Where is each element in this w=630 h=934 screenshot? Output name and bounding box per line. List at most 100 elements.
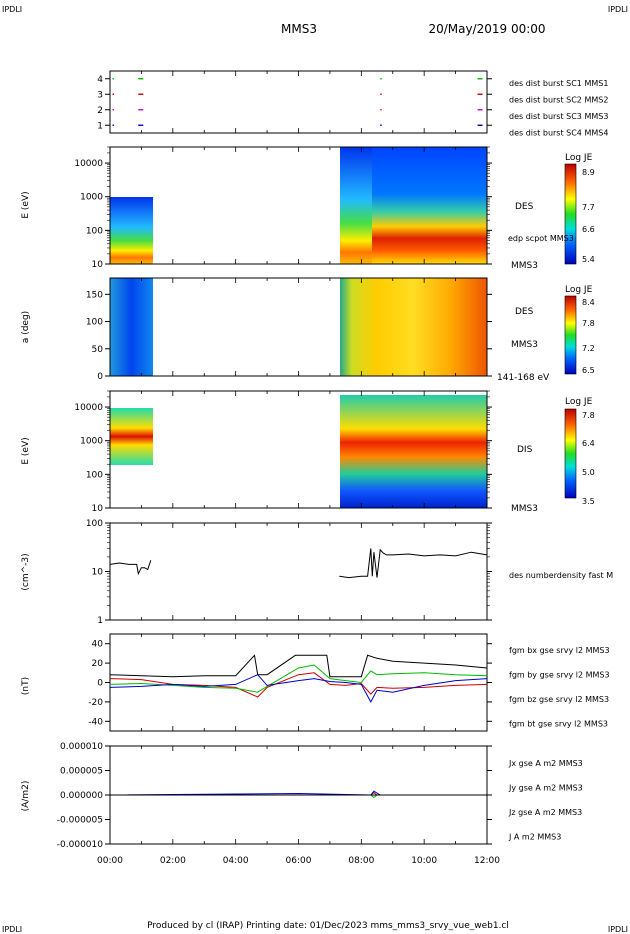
dis-energy-spectrogram — [110, 395, 487, 508]
y-tick-label: 2 — [97, 106, 103, 116]
colorbar-tick: 5.0 — [582, 468, 595, 477]
burst-marker — [477, 93, 483, 95]
series-line — [109, 674, 488, 703]
y-axis-label: E (eV) — [21, 191, 31, 218]
y-tick-label: 20 — [92, 659, 104, 669]
burst-marker — [380, 109, 382, 111]
x-tick-label: 06:00 — [286, 856, 312, 866]
colorbar-title: Log JE — [565, 285, 593, 295]
legend-entry: des dist burst SC4 MMS4 — [509, 129, 608, 138]
y-tick-label: 10000 — [74, 403, 103, 413]
side-label: 141-168 eV — [497, 373, 550, 383]
des-energy-spectrogram — [110, 147, 487, 264]
des-pitch-spectrogram — [110, 278, 487, 376]
corner-label-top-right: IPDLI — [608, 5, 628, 14]
y-tick-label: 1000 — [80, 193, 103, 203]
x-tick-label: 08:00 — [348, 856, 374, 866]
colorbar-tick: 8.4 — [582, 298, 595, 307]
burst-marker — [380, 78, 382, 80]
y-tick-label: 4 — [97, 75, 103, 85]
y-tick-label: 10 — [92, 260, 104, 270]
series-line — [339, 548, 488, 579]
colorbar-dis-energy: Log JE 7.8 6.4 5.0 3.5 — [564, 397, 595, 506]
y-tick-label: 0.000000 — [60, 791, 103, 801]
legend-entry: Jz gse A m2 MMS3 — [508, 808, 582, 817]
colorbar-title: Log JE — [565, 153, 593, 163]
series-line — [109, 560, 152, 576]
x-tick-label: 12:00 — [474, 856, 500, 866]
des-energy-block-2 — [340, 147, 372, 264]
series-line — [109, 790, 487, 796]
side-label: DES — [515, 307, 534, 317]
legend-entry: Jx gse A m2 MMS3 — [508, 759, 583, 768]
panel-frame — [109, 70, 488, 134]
series-line — [109, 664, 488, 693]
colorbar-des-energy: Log JE 8.9 7.7 6.6 5.4 — [564, 153, 595, 265]
burst-marker — [138, 78, 144, 80]
x-tick-label: 02:00 — [160, 856, 186, 866]
legend-entry: J A m2 MMS3 — [508, 833, 561, 842]
side-label: MMS3 — [511, 340, 538, 350]
y-tick-label: 1 — [97, 121, 103, 131]
des-pitch-block-2 — [340, 278, 487, 376]
y-axis-label: (cm^-3) — [21, 553, 31, 590]
legend-entry: fgm by gse srvy l2 MMS3 — [509, 671, 610, 680]
legend-entry: fgm bx gse srvy l2 MMS3 — [509, 646, 610, 655]
y-tick-label: 50 — [92, 345, 104, 355]
burst-marker — [380, 93, 382, 95]
colorbar-title: Log JE — [565, 397, 593, 407]
colorbar-tick: 8.9 — [582, 168, 595, 177]
legend-entry: Jy gse A m2 MMS3 — [508, 784, 583, 793]
y-tick-label: 100 — [86, 470, 103, 480]
colorbar-tick: 7.8 — [582, 411, 595, 420]
colorbar-tick: 5.4 — [582, 255, 595, 264]
burst-marker — [477, 78, 483, 80]
des-pitch-block-1 — [110, 278, 153, 376]
y-tick-label: -0.000010 — [57, 840, 103, 850]
panel-frame — [109, 633, 488, 732]
figure-date: 20/May/2019 00:00 — [428, 22, 545, 36]
des-energy-block-3 — [372, 147, 487, 264]
legend-entry: des numberdensity fast M — [509, 571, 613, 580]
series-line — [109, 654, 488, 678]
y-tick-label: 1000 — [80, 437, 103, 447]
y-tick-label: -0.000005 — [57, 816, 103, 826]
x-tick-label: 00:00 — [97, 856, 123, 866]
y-tick-label: 100 — [86, 519, 103, 529]
colorbar-tick: 6.5 — [582, 366, 595, 375]
y-tick-label: 100 — [86, 226, 103, 236]
figure-title: MMS3 — [281, 22, 317, 36]
series-line — [109, 672, 488, 698]
legend-entry: des dist burst SC2 MMS2 — [509, 96, 608, 105]
burst-marker — [112, 124, 115, 126]
y-tick-label: 10 — [92, 568, 104, 578]
panel-frame — [109, 522, 488, 621]
burst-marker — [138, 93, 144, 95]
burst-marker — [380, 124, 382, 126]
y-axis-label: (nT) — [21, 677, 31, 695]
dis-energy-block-1 — [110, 408, 153, 465]
colorbar-tick: 6.6 — [582, 225, 595, 234]
legend-entry: fgm bz gse srvy l2 MMS3 — [509, 695, 609, 704]
colorbar-tick: 7.8 — [582, 319, 595, 328]
colorbar-tick: 6.4 — [582, 439, 595, 448]
y-tick-label: 0.000005 — [60, 767, 103, 777]
burst-marker — [112, 78, 115, 80]
des-energy-block-1 — [110, 197, 153, 264]
legend-entry: des dist burst SC3 MMS3 — [509, 112, 608, 121]
burst-marker — [138, 109, 144, 111]
y-tick-label: 0.000010 — [60, 742, 103, 752]
x-tick-label: 10:00 — [411, 856, 437, 866]
y-tick-label: 0 — [97, 679, 103, 689]
y-tick-label: 40 — [92, 640, 104, 650]
y-tick-label: -40 — [88, 717, 103, 727]
corner-label-top-left: IPDLI — [2, 5, 22, 14]
y-tick-label: 100 — [86, 318, 103, 328]
y-tick-label: -20 — [88, 698, 103, 708]
side-label: DES — [515, 202, 534, 212]
side-label: MMS3 — [511, 261, 538, 271]
burst-marker — [138, 124, 144, 126]
side-label: MMS3 — [511, 504, 538, 514]
y-tick-label: 10000 — [74, 159, 103, 169]
side-label: DIS — [517, 445, 533, 455]
